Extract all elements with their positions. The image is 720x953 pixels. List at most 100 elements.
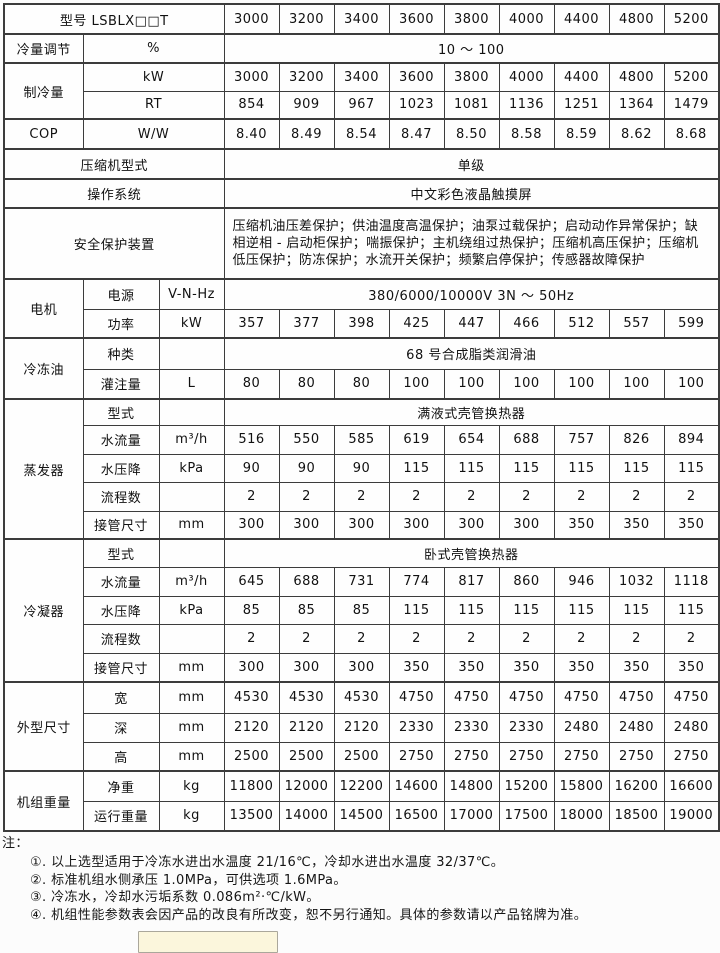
header-cell bbox=[158, 538, 225, 568]
notes-title: 注： bbox=[2, 836, 29, 851]
data-cell: 4800 bbox=[608, 3, 665, 35]
header-cell: W/W bbox=[82, 118, 225, 150]
data-cell: 85 bbox=[333, 595, 390, 625]
data-cell: 18500 bbox=[608, 800, 665, 832]
data-cell: 115 bbox=[443, 595, 500, 625]
data-cell: 2500 bbox=[333, 741, 390, 772]
header-cell: 水流量 bbox=[82, 424, 160, 455]
data-cell: 300 bbox=[388, 510, 445, 540]
data-cell: 115 bbox=[663, 595, 720, 625]
data-cell: 100 bbox=[663, 368, 720, 400]
data-cell: 688 bbox=[498, 424, 555, 455]
data-cell: 1118 bbox=[663, 566, 720, 597]
data-cell: 5200 bbox=[663, 3, 720, 35]
merged-value-cell: 68 号合成脂类润滑油 bbox=[223, 337, 720, 370]
data-cell: 4530 bbox=[223, 681, 280, 714]
table-row: 冷量调节% 10 ～ 100 bbox=[3, 33, 720, 64]
table-row: 安全保护装置 压缩机油压差保护；供油温度高温保护；油泵过载保护；启动动作异常保护；… bbox=[3, 207, 720, 280]
data-cell: 16500 bbox=[388, 800, 445, 832]
data-cell: 300 bbox=[498, 510, 555, 540]
data-cell: 115 bbox=[498, 453, 555, 483]
header-cell: 水压降 bbox=[82, 595, 160, 625]
data-cell: 115 bbox=[553, 453, 610, 483]
data-cell: 2120 bbox=[223, 712, 280, 743]
header-cell: kPa bbox=[158, 453, 225, 483]
data-cell: 15800 bbox=[553, 770, 610, 802]
header-cell: 运行重量 bbox=[82, 800, 160, 832]
data-cell: 4750 bbox=[553, 681, 610, 714]
table-row: 压缩机型式 单级 bbox=[3, 148, 720, 180]
merged-value-cell: 380/6000/10000V 3N ～ 50Hz bbox=[223, 278, 720, 310]
data-cell: 100 bbox=[553, 368, 610, 400]
data-cell: 4530 bbox=[333, 681, 390, 714]
data-cell: 3400 bbox=[333, 3, 390, 35]
data-cell: 85 bbox=[278, 595, 335, 625]
data-cell: 2 bbox=[498, 623, 555, 654]
data-cell: 2750 bbox=[663, 741, 720, 772]
table-row: 接管尺寸 mm 300 300 300 350 350 350 350 350 350 bbox=[4, 652, 720, 683]
data-cell: 4400 bbox=[553, 3, 610, 35]
data-cell: 16600 bbox=[663, 770, 720, 802]
data-cell: 550 bbox=[278, 424, 335, 455]
data-cell: 2 bbox=[333, 623, 390, 654]
data-cell: 350 bbox=[553, 510, 610, 540]
data-cell: 350 bbox=[663, 652, 720, 683]
header-cell: 外型尺寸 bbox=[3, 681, 84, 772]
header-cell: 电源 bbox=[82, 278, 160, 310]
data-cell: 100 bbox=[498, 368, 555, 400]
table-row: 功率 kW 357 377 398 425 447 466 512 557 599 bbox=[4, 308, 720, 339]
table-row: 机组重量 净重 kg 11800 12000 12200 14600 14800 15200 15… bbox=[3, 770, 720, 832]
header-cell: kW bbox=[158, 308, 225, 339]
table-row: 制冷量 kW 3000 3200 3400 3600 3800 4000 4400 4800 520… bbox=[3, 62, 720, 120]
data-cell: 516 bbox=[223, 424, 280, 455]
data-cell: 2500 bbox=[223, 741, 280, 772]
data-cell: 300 bbox=[333, 510, 390, 540]
data-cell: 1032 bbox=[608, 566, 665, 597]
data-cell: 115 bbox=[388, 453, 445, 483]
data-cell: 2750 bbox=[608, 741, 665, 772]
data-cell: 14500 bbox=[333, 800, 390, 832]
data-cell: 17000 bbox=[443, 800, 500, 832]
data-cell: 100 bbox=[388, 368, 445, 400]
header-cell: kg bbox=[158, 770, 225, 802]
data-cell: 300 bbox=[223, 652, 280, 683]
merged-value-cell: 满液式壳管换热器 bbox=[223, 398, 720, 426]
data-cell: 4400 bbox=[553, 62, 610, 92]
data-cell: 425 bbox=[388, 308, 445, 339]
header-cell: 流程数 bbox=[82, 481, 160, 512]
data-cell: 14600 bbox=[388, 770, 445, 802]
header-cell: 冷凝器 bbox=[3, 538, 84, 683]
data-cell: 4750 bbox=[498, 681, 555, 714]
header-cell: 流程数 bbox=[82, 623, 160, 654]
data-cell: 585 bbox=[333, 424, 390, 455]
cropped-bottom-button[interactable] bbox=[138, 931, 278, 953]
data-cell: 967 bbox=[333, 90, 390, 120]
data-cell: 2 bbox=[278, 481, 335, 512]
header-cell: 宽 bbox=[82, 681, 160, 714]
data-cell: 4000 bbox=[498, 3, 555, 35]
data-cell: 115 bbox=[553, 595, 610, 625]
data-cell: 115 bbox=[498, 595, 555, 625]
data-cell: 90 bbox=[223, 453, 280, 483]
header-cell: m³/h bbox=[158, 566, 225, 597]
header-cell: 接管尺寸 bbox=[82, 510, 160, 540]
header-cell: % bbox=[82, 33, 225, 64]
data-cell: 688 bbox=[278, 566, 335, 597]
header-cell: 型号 LSBLX□□T bbox=[3, 3, 225, 35]
header-cell: 种类 bbox=[82, 337, 160, 370]
header-cell: 安全保护装置 bbox=[3, 207, 225, 280]
data-cell: 2 bbox=[388, 481, 445, 512]
table-row: 冷凝器 型式 卧式壳管换热器 bbox=[3, 538, 720, 683]
data-cell: 3200 bbox=[278, 3, 335, 35]
data-cell: 2750 bbox=[388, 741, 445, 772]
data-cell: 2 bbox=[663, 481, 720, 512]
data-cell: 826 bbox=[608, 424, 665, 455]
data-cell: 115 bbox=[608, 595, 665, 625]
header-cell: 高 bbox=[82, 741, 160, 772]
spec-table: 型号 LSBLX□□T 3000 3200 3400 3600 3800 4000 4400 4… bbox=[3, 3, 720, 832]
data-cell: 15200 bbox=[498, 770, 555, 802]
header-cell: m³/h bbox=[158, 424, 225, 455]
header-cell: 冷冻油 bbox=[3, 337, 84, 400]
header-cell: COP bbox=[3, 118, 84, 150]
header-cell: V-N-Hz bbox=[158, 278, 225, 310]
